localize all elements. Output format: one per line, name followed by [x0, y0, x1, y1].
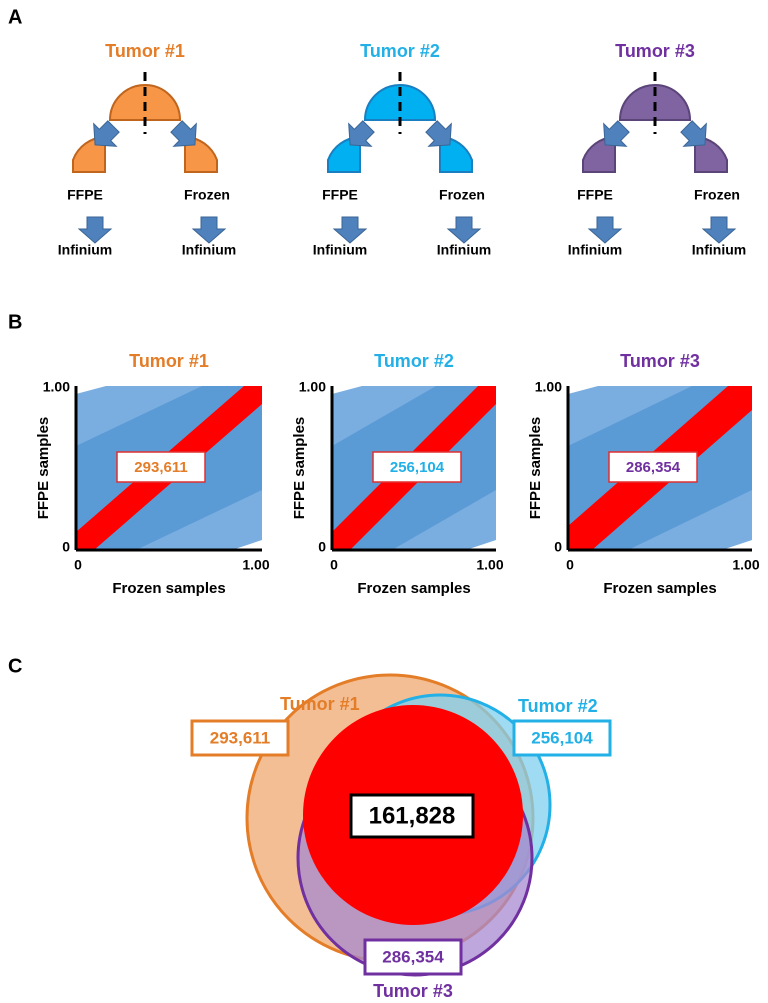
x-axis-label: Frozen samples	[112, 580, 225, 597]
x-axis-label: Frozen samples	[603, 580, 716, 597]
plot-title: Tumor #2	[374, 351, 454, 371]
arrow	[191, 216, 227, 244]
count-label: 256,104	[531, 728, 593, 747]
y-tick-label: 0	[62, 539, 70, 555]
arrow	[446, 216, 482, 244]
tumor-title: Tumor #2	[360, 41, 440, 61]
tumor-title: Tumor #1	[105, 41, 185, 61]
y-axis-label: FFPE samples	[527, 417, 544, 520]
count-box	[190, 719, 290, 757]
arrow	[603, 120, 630, 147]
y-axis-label: FFPE samples	[291, 417, 308, 520]
plot-title: Tumor #3	[620, 351, 700, 371]
x-tick-label: 0	[566, 557, 574, 573]
count-box	[116, 451, 206, 483]
y-tick-label: 0	[318, 539, 326, 555]
x-tick-label: 0	[74, 557, 82, 573]
sample-label: Frozen	[184, 187, 230, 203]
intersection-box	[349, 793, 475, 839]
sample-label: FFPE	[322, 187, 358, 203]
arrow	[348, 120, 375, 147]
count-label: 293,611	[210, 728, 271, 747]
arrow	[680, 120, 707, 147]
count-label: 286,354	[382, 947, 444, 966]
count-box	[512, 719, 612, 757]
sample-label: Frozen	[439, 187, 485, 203]
count-box	[372, 451, 462, 483]
assay-label: Infinium	[692, 242, 746, 258]
x-tick-label: 1.00	[476, 557, 503, 573]
count-box	[608, 451, 698, 483]
set-name: Tumor #3	[373, 981, 453, 1001]
panel-label: C	[8, 655, 22, 677]
arrow	[332, 216, 368, 244]
assay-label: Infinium	[437, 242, 491, 258]
arrow	[170, 120, 197, 147]
y-tick-label: 0	[554, 539, 562, 555]
arrow	[425, 120, 452, 147]
y-tick-label: 1.00	[535, 379, 562, 395]
assay-label: Infinium	[313, 242, 367, 258]
tumor-title: Tumor #3	[615, 41, 695, 61]
x-axis-label: Frozen samples	[357, 580, 470, 597]
arrow	[587, 216, 623, 244]
y-axis-label: FFPE samples	[35, 417, 52, 520]
x-tick-label: 0	[330, 557, 338, 573]
sample-label: Frozen	[694, 187, 740, 203]
arrow	[93, 120, 120, 147]
count-label: 286,354	[626, 459, 681, 476]
assay-label: Infinium	[568, 242, 622, 258]
arrow	[77, 216, 113, 244]
x-tick-label: 1.00	[242, 557, 269, 573]
panel-label: B	[8, 311, 22, 333]
assay-label: Infinium	[58, 242, 112, 258]
count-box	[363, 938, 463, 976]
set-name: Tumor #2	[518, 696, 598, 716]
count-label: 293,611	[134, 459, 187, 476]
arrow	[701, 216, 737, 244]
plot-title: Tumor #1	[129, 351, 209, 371]
panel-label: A	[8, 6, 22, 28]
y-tick-label: 1.00	[299, 379, 326, 395]
y-tick-label: 1.00	[43, 379, 70, 395]
sample-label: FFPE	[67, 187, 103, 203]
intersection-label: 161,828	[369, 802, 456, 829]
set-name: Tumor #1	[280, 694, 360, 714]
sample-label: FFPE	[577, 187, 613, 203]
count-label: 256,104	[390, 459, 445, 476]
assay-label: Infinium	[182, 242, 236, 258]
x-tick-label: 1.00	[732, 557, 759, 573]
